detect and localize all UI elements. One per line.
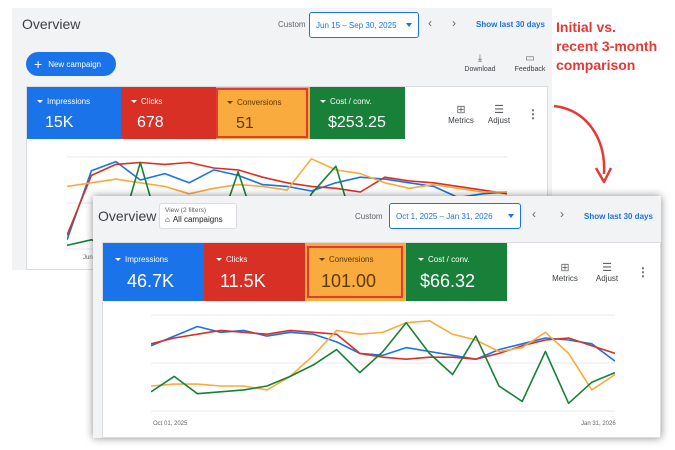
campaign-filter[interactable]: View (2 filters) ⌂ All campaigns [159, 203, 237, 229]
annotation-line: recent 3-month [556, 38, 658, 54]
conversions-tile[interactable]: Conversions 51 [216, 87, 310, 139]
date-range-value: Jun 15 – Sep 30, 2025 [316, 20, 397, 30]
metrics-button[interactable]: ⊞ Metrics [547, 261, 583, 283]
metrics-label: Metrics [448, 116, 474, 125]
tile-label: Conversions [329, 255, 374, 264]
tile-value: 15K [45, 114, 74, 131]
more-options-icon[interactable]: ⋮ [637, 265, 649, 279]
home-icon: ⌂ [165, 215, 170, 224]
dropdown-icon [115, 258, 121, 261]
previous-period-icon[interactable]: ‹ [428, 16, 432, 30]
clicks-tile[interactable]: Clicks 678 [121, 87, 216, 139]
tile-label: Impressions [125, 255, 169, 264]
tile-value: 46.7K [127, 271, 175, 291]
tile-label: Clicks [226, 255, 248, 264]
page-title: Overview [22, 16, 81, 32]
recent-overview-panel: Overview View (2 filters) ⌂ All campaign… [93, 196, 661, 438]
filter-name: All campaigns [172, 215, 223, 224]
show-last-30-days-link[interactable]: Show last 30 days [476, 20, 545, 29]
dropdown-icon [216, 258, 222, 261]
download-label: Download [464, 66, 496, 73]
initial-overview-panel: Overview Custom Jun 15 – Sep 30, 2025 ‹ … [12, 8, 552, 270]
adjust-label: Adjust [595, 274, 619, 283]
conversions-tile[interactable]: Conversions 101.00 [305, 243, 406, 301]
metrics-card: Impressions 46.7K Clicks 11.5K Conversio… [102, 242, 661, 438]
new-campaign-label: New campaign [48, 59, 102, 69]
download-icon: ⤓ [477, 53, 483, 64]
dropdown-icon [418, 258, 424, 261]
tile-value: 101.00 [321, 271, 377, 291]
tile-value: 11.5K [220, 271, 266, 291]
clicks-series-line [151, 329, 615, 361]
cost-conv-series-line [151, 321, 615, 405]
dropdown-icon [319, 258, 325, 261]
new-campaign-button[interactable]: + New campaign [26, 52, 116, 76]
adjust-button[interactable]: ☰ Adjust [589, 261, 625, 283]
x-axis-end-label: Jan 31, 2026 [581, 421, 616, 427]
next-period-icon[interactable]: › [452, 16, 456, 30]
previous-period-icon[interactable]: ‹ [532, 207, 536, 221]
page-title: Overview [98, 208, 157, 224]
tile-value: 678 [137, 114, 164, 131]
clicks-tile[interactable]: Clicks 11.5K [204, 243, 305, 301]
adjust-label: Adjust [487, 116, 511, 125]
conversions-series-line [151, 320, 615, 391]
feedback-button[interactable]: ▭ Feedback [512, 53, 548, 73]
dropdown-icon [320, 100, 326, 103]
tune-icon: ☰ [494, 104, 504, 116]
dropdown-icon [227, 101, 233, 104]
date-range-select[interactable]: Jun 15 – Sep 30, 2025 [309, 12, 419, 38]
conversions-highlight [307, 246, 403, 298]
dropdown-arrow-icon [406, 23, 412, 27]
impressions-series-line [67, 160, 507, 241]
show-last-30-days-link[interactable]: Show last 30 days [584, 212, 653, 221]
curved-arrow-icon [553, 104, 613, 184]
tile-value: 51 [236, 115, 254, 132]
custom-label: Custom [278, 20, 306, 29]
tile-value: $66.32 [420, 271, 476, 291]
x-axis-start-label: Oct 01, 2025 [153, 421, 188, 427]
filter-view-label: View (2 filters) [165, 207, 207, 214]
impressions-tile[interactable]: Impressions 46.7K [103, 243, 204, 301]
tune-icon: ☰ [602, 262, 612, 274]
adjust-button[interactable]: ☰ Adjust [483, 103, 515, 125]
date-range-select[interactable]: Oct 1, 2025 – Jan 31, 2026 [389, 203, 521, 229]
tile-label: Cost / conv. [428, 255, 470, 264]
dropdown-arrow-icon [508, 214, 514, 218]
metrics-button[interactable]: ⊞ Metrics [445, 103, 477, 125]
date-range-value: Oct 1, 2025 – Jan 31, 2026 [396, 211, 493, 221]
conversions-highlight [216, 88, 308, 138]
feedback-label: Feedback [514, 66, 546, 73]
custom-label: Custom [355, 212, 383, 221]
tile-label: Cost / conv. [330, 97, 372, 106]
cost-per-conv-tile[interactable]: Cost / conv. $253.25 [310, 87, 405, 139]
download-button[interactable]: ⤓ Download [462, 53, 498, 73]
chart-icon: ⊞ [560, 262, 570, 274]
chart-icon: ⊞ [456, 104, 466, 116]
conversions-series-line [67, 158, 507, 195]
metrics-label: Metrics [552, 274, 578, 283]
feedback-icon: ▭ [525, 53, 535, 64]
annotation-line: Initial vs. [556, 19, 616, 35]
annotation-line: comparison [556, 57, 636, 73]
impressions-tile[interactable]: Impressions 15K [27, 87, 121, 139]
next-period-icon[interactable]: › [560, 207, 564, 221]
dropdown-icon [131, 100, 137, 103]
recent-performance-chart [151, 314, 615, 412]
tile-value: $253.25 [328, 114, 386, 131]
tile-label: Conversions [237, 98, 282, 107]
comparison-annotation: Initial vs. recent 3-month comparison [556, 18, 671, 75]
dropdown-icon [37, 100, 43, 103]
more-options-icon[interactable]: ⋮ [527, 107, 539, 121]
tile-label: Clicks [141, 97, 163, 106]
cost-per-conv-tile[interactable]: Cost / conv. $66.32 [406, 243, 507, 301]
plus-icon: + [34, 56, 43, 72]
tile-label: Impressions [47, 97, 91, 106]
